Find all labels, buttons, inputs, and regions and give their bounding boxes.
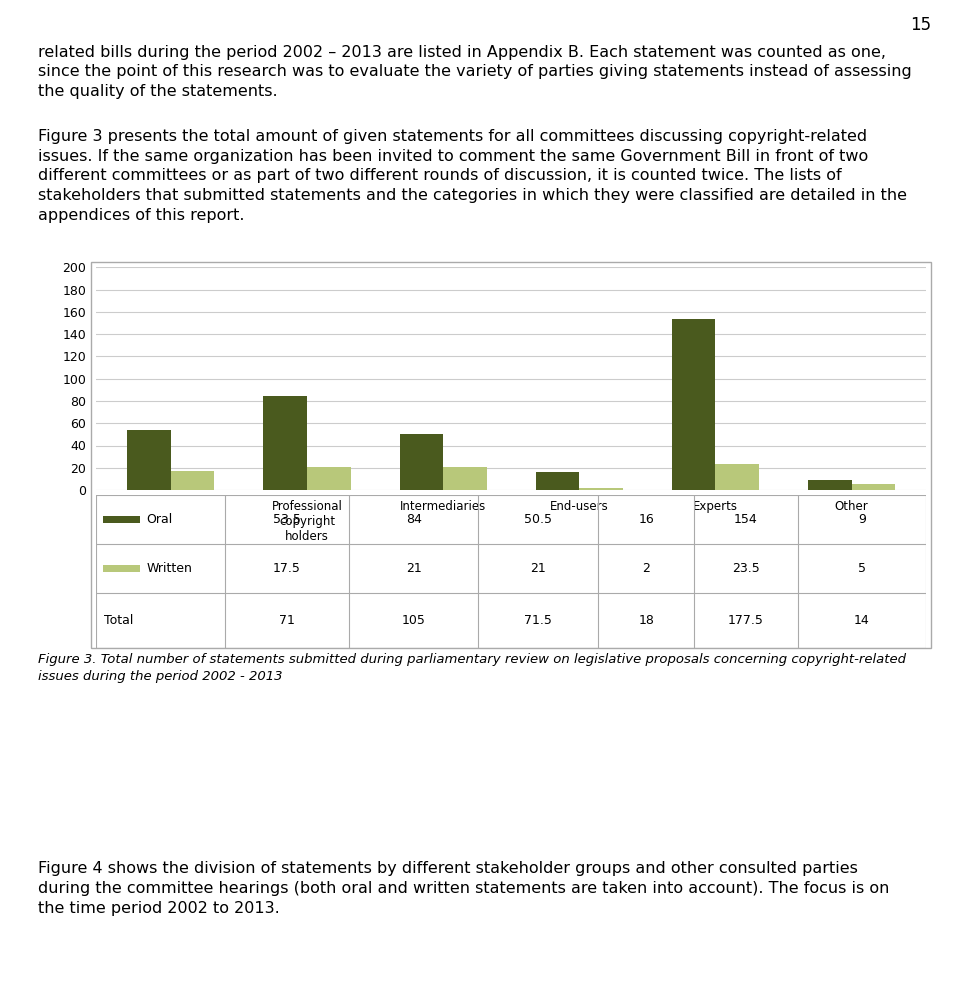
Bar xyxy=(103,516,140,523)
Text: related bills during the period 2002 – 2013 are listed in Appendix B. Each state: related bills during the period 2002 – 2… xyxy=(38,45,912,99)
Text: Figure 3 presents the total amount of given statements for all committees discus: Figure 3 presents the total amount of gi… xyxy=(38,129,907,223)
Bar xyxy=(96,495,225,544)
Bar xyxy=(399,434,444,490)
Text: 53.5: 53.5 xyxy=(273,513,300,526)
Text: 15: 15 xyxy=(910,16,931,34)
Text: 21: 21 xyxy=(530,562,546,575)
Text: Oral: Oral xyxy=(147,513,173,526)
Bar xyxy=(808,480,852,490)
Text: 50.5: 50.5 xyxy=(524,513,552,526)
Text: Written: Written xyxy=(147,562,193,575)
Bar xyxy=(536,472,579,490)
Text: 71.5: 71.5 xyxy=(524,615,552,628)
Bar xyxy=(579,488,623,490)
Text: 105: 105 xyxy=(401,615,425,628)
Text: 71: 71 xyxy=(279,615,295,628)
Text: 84: 84 xyxy=(406,513,421,526)
Text: 154: 154 xyxy=(733,513,757,526)
Text: 17.5: 17.5 xyxy=(273,562,300,575)
Bar xyxy=(263,396,307,490)
Text: 9: 9 xyxy=(858,513,866,526)
Bar xyxy=(128,431,171,490)
Text: 23.5: 23.5 xyxy=(732,562,759,575)
Text: Figure 4 shows the division of statements by different stakeholder groups and ot: Figure 4 shows the division of statement… xyxy=(38,861,890,916)
Text: 2: 2 xyxy=(642,562,650,575)
Bar xyxy=(96,593,225,648)
Text: Total: Total xyxy=(105,615,133,628)
Text: 5: 5 xyxy=(858,562,866,575)
Bar xyxy=(852,484,895,490)
Bar xyxy=(715,464,759,490)
Text: Figure 3. Total number of statements submitted during parliamentary review on le: Figure 3. Total number of statements sub… xyxy=(38,653,906,683)
Bar xyxy=(672,319,715,490)
Text: 18: 18 xyxy=(638,615,654,628)
Bar xyxy=(103,565,140,572)
Bar xyxy=(444,466,487,490)
Text: 14: 14 xyxy=(854,615,870,628)
Bar xyxy=(307,466,350,490)
Bar xyxy=(171,470,214,490)
Text: 16: 16 xyxy=(638,513,654,526)
Text: 177.5: 177.5 xyxy=(728,615,764,628)
Text: 21: 21 xyxy=(406,562,421,575)
Bar xyxy=(96,544,225,593)
